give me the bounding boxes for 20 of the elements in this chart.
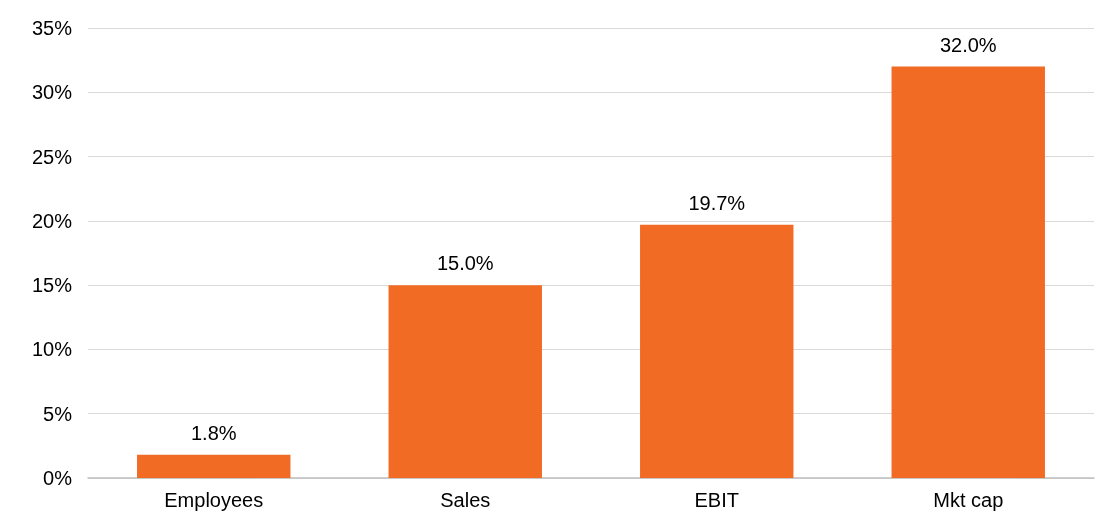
bar [891,66,1045,478]
x-tick-label: Mkt cap [933,489,1004,511]
y-tick-label: 0% [43,467,73,489]
bar [640,224,794,478]
y-tick-label: 15% [31,274,73,297]
data-label: 19.7% [688,191,746,214]
y-tick-label: 30% [31,81,73,104]
data-label: 15.0% [436,252,494,275]
bar [137,454,291,478]
x-tick-label: EBIT [694,489,739,511]
y-tick-label: 20% [31,209,73,232]
y-tick-label: 35% [31,17,73,39]
bar [388,285,542,478]
y-tick-label: 5% [43,402,73,425]
y-tick-label: 25% [31,145,73,168]
x-tick-label: Employees [164,489,264,511]
data-label: 1.8% [190,421,237,444]
y-tick-label: 10% [31,338,73,361]
x-tick-label: Sales [440,489,491,511]
data-label: 32.0% [939,33,997,56]
